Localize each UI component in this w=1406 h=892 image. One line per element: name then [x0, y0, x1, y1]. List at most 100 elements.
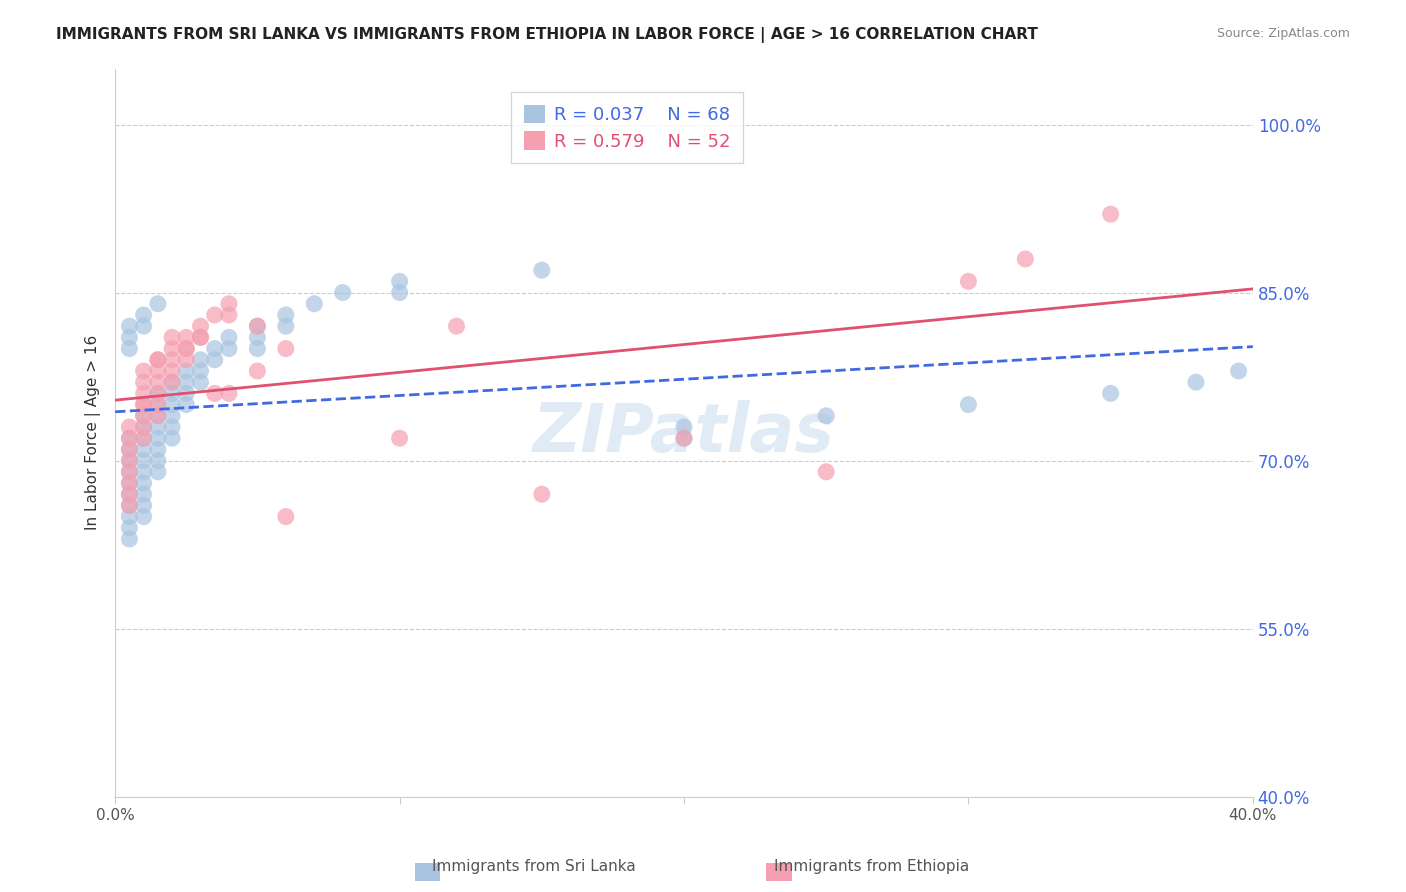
- Point: [160, 409, 183, 423]
- Point: [672, 431, 695, 445]
- Point: [118, 465, 141, 479]
- Point: [132, 420, 155, 434]
- Point: [246, 364, 269, 378]
- Point: [118, 509, 141, 524]
- Legend: R = 0.037    N = 68, R = 0.579    N = 52: R = 0.037 N = 68, R = 0.579 N = 52: [510, 92, 744, 163]
- Point: [132, 487, 155, 501]
- Point: [160, 375, 183, 389]
- Point: [132, 453, 155, 467]
- Point: [174, 398, 197, 412]
- Point: [204, 342, 226, 356]
- Point: [118, 431, 141, 445]
- Point: [132, 475, 155, 490]
- Point: [1099, 207, 1122, 221]
- Point: [146, 465, 169, 479]
- Point: [190, 319, 212, 334]
- Point: [1099, 386, 1122, 401]
- Point: [118, 453, 141, 467]
- Point: [118, 487, 141, 501]
- Point: [957, 398, 980, 412]
- Point: [174, 375, 197, 389]
- Point: [146, 364, 169, 378]
- Point: [246, 319, 269, 334]
- Point: [246, 330, 269, 344]
- Point: [160, 398, 183, 412]
- Point: [132, 509, 155, 524]
- Point: [218, 342, 240, 356]
- Point: [146, 352, 169, 367]
- Point: [815, 409, 838, 423]
- Text: Immigrants from Ethiopia: Immigrants from Ethiopia: [775, 859, 969, 874]
- Point: [160, 420, 183, 434]
- Point: [274, 308, 297, 322]
- Point: [332, 285, 354, 300]
- Point: [672, 420, 695, 434]
- Point: [218, 330, 240, 344]
- Point: [174, 330, 197, 344]
- Point: [118, 319, 141, 334]
- Point: [190, 330, 212, 344]
- Point: [132, 409, 155, 423]
- Point: [174, 342, 197, 356]
- Point: [160, 386, 183, 401]
- Point: [174, 342, 197, 356]
- Point: [132, 420, 155, 434]
- Point: [132, 319, 155, 334]
- Point: [218, 297, 240, 311]
- Point: [246, 342, 269, 356]
- Point: [1014, 252, 1036, 266]
- Point: [146, 386, 169, 401]
- Point: [160, 342, 183, 356]
- Point: [174, 386, 197, 401]
- Point: [388, 285, 411, 300]
- Point: [190, 330, 212, 344]
- Point: [146, 453, 169, 467]
- Point: [118, 442, 141, 457]
- Point: [132, 308, 155, 322]
- Point: [132, 398, 155, 412]
- Point: [118, 532, 141, 546]
- Y-axis label: In Labor Force | Age > 16: In Labor Force | Age > 16: [86, 335, 101, 530]
- Point: [1227, 364, 1250, 378]
- Text: Immigrants from Sri Lanka: Immigrants from Sri Lanka: [433, 859, 636, 874]
- Point: [132, 398, 155, 412]
- Point: [190, 352, 212, 367]
- Text: Source: ZipAtlas.com: Source: ZipAtlas.com: [1216, 27, 1350, 40]
- Point: [388, 274, 411, 288]
- Point: [388, 431, 411, 445]
- Point: [146, 431, 169, 445]
- Point: [530, 263, 553, 277]
- Point: [204, 352, 226, 367]
- Point: [118, 521, 141, 535]
- Text: ZIPatlas: ZIPatlas: [533, 400, 835, 466]
- Point: [146, 409, 169, 423]
- Point: [160, 330, 183, 344]
- Point: [274, 509, 297, 524]
- Point: [118, 499, 141, 513]
- Point: [118, 330, 141, 344]
- Point: [146, 442, 169, 457]
- Point: [204, 386, 226, 401]
- Point: [132, 431, 155, 445]
- Point: [146, 297, 169, 311]
- Point: [118, 431, 141, 445]
- Point: [1185, 375, 1208, 389]
- Point: [190, 364, 212, 378]
- Point: [204, 308, 226, 322]
- Point: [132, 499, 155, 513]
- Point: [146, 352, 169, 367]
- Point: [132, 364, 155, 378]
- Point: [174, 364, 197, 378]
- Point: [118, 342, 141, 356]
- Point: [446, 319, 468, 334]
- Point: [815, 465, 838, 479]
- Point: [118, 465, 141, 479]
- Point: [132, 386, 155, 401]
- Point: [146, 420, 169, 434]
- Point: [274, 319, 297, 334]
- Point: [118, 499, 141, 513]
- Point: [160, 431, 183, 445]
- Point: [146, 409, 169, 423]
- Point: [132, 465, 155, 479]
- Point: [530, 487, 553, 501]
